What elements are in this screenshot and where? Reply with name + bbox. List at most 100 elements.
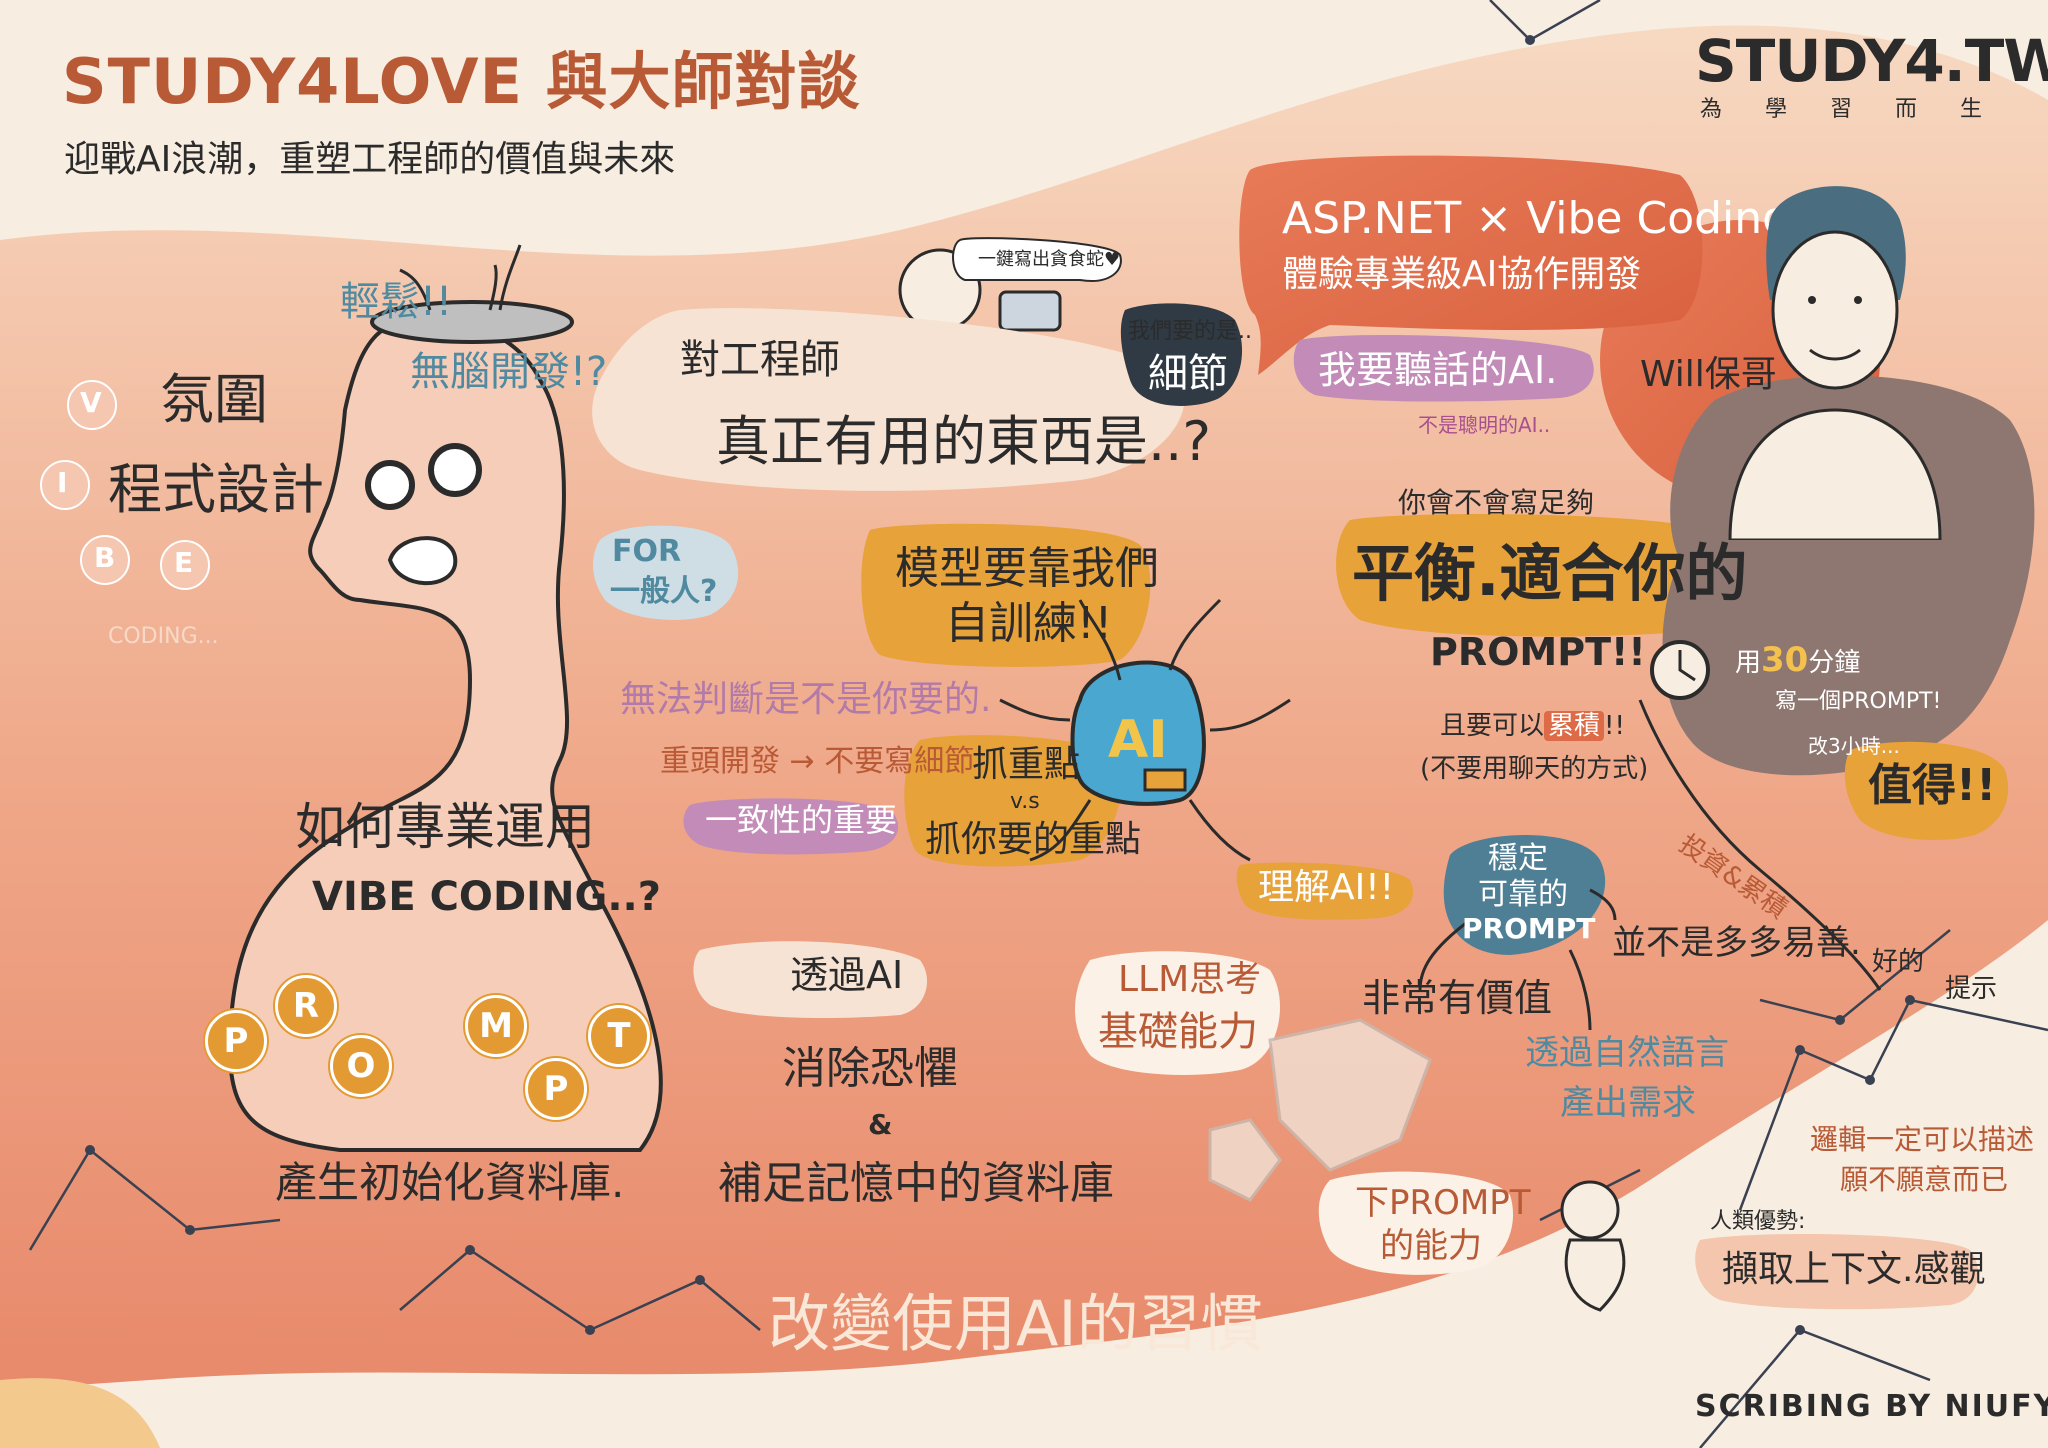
consistency-highlight — [683, 798, 899, 855]
natural-lang-line1: 透過自然語言 — [1525, 1033, 1729, 1073]
talk-title-line2: 體驗專業級AI協作開發 — [1282, 254, 1642, 295]
llm-line1: LLM思考 — [1118, 959, 1262, 1000]
via-ai-cloud — [693, 941, 928, 1018]
obedient-ai-text: 我要聽話的AI. — [1318, 348, 1558, 392]
logic-note-line2: 願不願意而已 — [1840, 1163, 2009, 1196]
natural-lang-line2: 產出需求 — [1560, 1083, 1696, 1123]
worth-text: 值得!! — [1868, 760, 1997, 811]
vibe-letter-e: E — [174, 546, 194, 579]
not-smart-ai-text: 不是聰明的AI.. — [1418, 413, 1551, 437]
prompt-letter-o: O — [330, 1035, 392, 1097]
professional-line1: 如何專業運用 — [295, 798, 595, 856]
prompt-letter-r: R — [275, 975, 337, 1037]
relax-text: 輕鬆!! — [340, 279, 453, 325]
for-general-line1: FOR — [612, 534, 682, 569]
we-want-text: 我們要的是.. — [1128, 319, 1252, 344]
llm-line2: 基礎能力 — [1098, 1009, 1258, 1055]
speaker-name: Will保哥 — [1640, 354, 1777, 395]
prompt-letter-t: T — [588, 1005, 650, 1067]
talk-title-line1: ASP.NET × Vibe Coding — [1282, 193, 1791, 244]
change-habit-text: 改變使用AI的習慣 — [768, 1287, 1263, 1360]
mouth — [387, 536, 458, 586]
consistency-text: 一致性的重要 — [705, 801, 898, 839]
no-brain-text: 無腦開發!? — [410, 349, 608, 395]
fix-hours-text: 改3小時... — [1808, 734, 1900, 758]
prompt-label: PROMPT!! — [1430, 630, 1646, 674]
cannot-judge-text: 無法判斷是不是你要的. — [620, 679, 992, 720]
write-prompt-text: 寫一個PROMPT! — [1775, 689, 1942, 714]
valuable-text: 非常有價值 — [1362, 976, 1553, 1020]
brand-logo: STUDY4.TW — [1695, 27, 2048, 95]
vibe-letter-i: I — [57, 466, 68, 499]
balanced-highlight — [1336, 514, 1744, 637]
model-training-bubble — [861, 523, 1151, 667]
details-bubble — [1120, 303, 1243, 406]
init-db-text: 產生初始化資料庫. — [275, 1158, 625, 1207]
details-text: 細節 — [1148, 351, 1228, 397]
sitting-figure — [1560, 1180, 1626, 1312]
not-chat-text: (不要用聊天的方式) — [1420, 754, 1649, 784]
talk-title-bubble — [1239, 155, 1703, 375]
time-use-line: 用30分鐘 — [1735, 640, 1860, 680]
coding-small-text: CODING... — [108, 624, 219, 649]
vibe-title-line1: 氛圍 — [160, 368, 268, 431]
via-ai-line1: 透過AI — [790, 953, 904, 997]
good-prompt-word1: 好的 — [1872, 947, 1925, 977]
eye-left — [365, 460, 415, 510]
useful-thing-text: 真正有用的東西是..? — [716, 410, 1211, 473]
key-points-line2: v.s — [1010, 789, 1040, 814]
accumulate-word: 累積 — [1544, 711, 1605, 741]
scribing-credit: SCRIBING BY NIUFY. — [1695, 1389, 2048, 1424]
balanced-text: 平衡.適合你的 — [1352, 537, 1748, 610]
for-general-cloud — [593, 525, 739, 620]
page-subtitle: 迎戰AI浪潮，重塑工程師的價值與未來 — [64, 139, 676, 180]
accumulate-prefix: 且要可以 — [1440, 711, 1545, 741]
prompt-letter-m: M — [465, 995, 527, 1057]
vibe-title-line2: 程式設計 — [108, 458, 324, 521]
page-title: STUDY4LOVE 與大師對談 — [62, 45, 861, 118]
useful-bubble — [592, 308, 1185, 491]
worth-burst — [1844, 741, 2009, 840]
human-advantage-value: 擷取上下文.感觀 — [1722, 1249, 1986, 1290]
via-ai-line2: 消除恐懼 — [782, 1043, 958, 1094]
can-you-write-text: 你會不會寫足夠 — [1398, 486, 1595, 519]
prompt-ability-line1: 下PROMPT — [1355, 1183, 1531, 1223]
for-general-line2: 一般人? — [610, 574, 718, 609]
vibe-letter-b: B — [94, 541, 116, 574]
for-engineers-text: 對工程師 — [680, 337, 840, 383]
prompt-ability-bubble — [1318, 1171, 1514, 1275]
time-minutes-suffix: 分鐘 — [1808, 648, 1861, 678]
via-ai-line3: 補足記憶中的資料庫 — [718, 1158, 1114, 1209]
vibe-letter-v: V — [80, 386, 102, 419]
brand-tagline: 為 學 習 而 生 — [1700, 97, 2000, 122]
open-head-top — [370, 300, 574, 344]
key-points-line1: 抓重點 — [972, 744, 1081, 785]
prompt-letter-p1: P — [205, 1010, 267, 1072]
stable-prompt-line3: PROMPT — [1462, 912, 1596, 945]
stable-prompt-line2: 可靠的 — [1478, 877, 1568, 912]
logic-note-line1: 邏輯一定可以描述 — [1810, 1123, 2035, 1156]
time-minutes: 30 — [1761, 640, 1809, 680]
speaker-portrait — [1710, 160, 1950, 542]
professional-line2: VIBE CODING..? — [312, 874, 661, 920]
via-ai-amp: & — [868, 1108, 893, 1141]
understand-ai-text: 理解AI!! — [1258, 867, 1395, 908]
yellow-corner-shape — [0, 1378, 160, 1448]
eye-right — [428, 443, 482, 497]
head-silhouette — [227, 317, 663, 1152]
ai-chip-label: AI — [1108, 710, 1168, 770]
sign-text: 一鍵寫出貪食蛇♥ — [978, 249, 1121, 270]
key-points-line3: 抓你要的重點 — [925, 819, 1142, 860]
time-use: 用 — [1735, 648, 1762, 678]
model-training-line1: 模型要靠我們 — [895, 543, 1159, 594]
sign-bubble — [952, 237, 1122, 282]
accumulate-suffix: !! — [1604, 711, 1625, 741]
llm-bubble — [1075, 951, 1280, 1075]
human-advantage-highlight — [1695, 1234, 1979, 1310]
accumulate-line: 且要可以 累積!! — [1440, 705, 1625, 742]
not-easy-text: 並不是多多易善. — [1612, 923, 1861, 963]
stable-prompt-bubble — [1443, 835, 1606, 955]
good-prompt-word2: 提示 — [1945, 974, 1998, 1004]
ai-chip-drawing — [999, 598, 1291, 862]
